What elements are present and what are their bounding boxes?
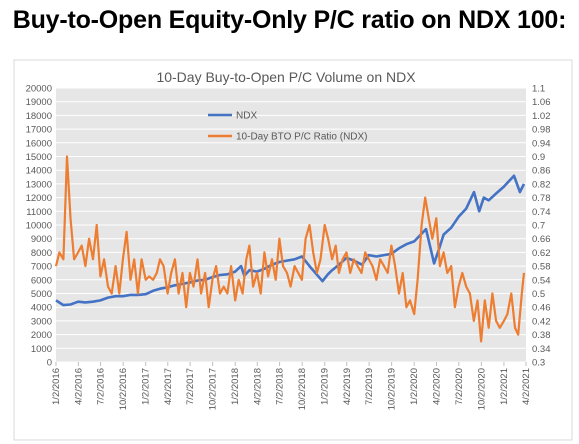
x-tick-label: 4/2/2016: [73, 368, 84, 405]
x-tick-label: 1/2/2017: [141, 368, 152, 405]
y-tick-label: 4000: [31, 303, 52, 314]
x-tick-label: 4/2/2017: [163, 368, 174, 405]
series-line-ndx: [55, 174, 526, 307]
y2-tick-label: 0.98: [532, 125, 551, 136]
y2-tick-label: 0.9: [532, 152, 545, 163]
legend: NDX 10-Day BTO P/C Ratio (NDX): [208, 111, 368, 143]
legend-label: 10-Day BTO P/C Ratio (NDX): [236, 132, 368, 143]
x-tick-label: 4/2/2018: [252, 368, 263, 405]
y-tick-label: 7000: [31, 262, 52, 273]
y2-tick-label: 1.1: [532, 84, 545, 95]
y2-tick-label: 0.38: [532, 330, 551, 341]
y2-tick-label: 0.34: [532, 344, 551, 355]
y2-tick-label: 1.06: [532, 97, 551, 108]
y-tick-label: 6000: [31, 275, 52, 286]
y-tick-label: 18000: [26, 111, 52, 122]
y2-tick-label: 0.42: [532, 316, 551, 327]
x-tick-label: 1/2/2018: [230, 368, 241, 405]
y-tick-label: 3000: [31, 316, 52, 327]
y2-tick-label: 0.54: [532, 275, 551, 286]
page-title: Buy-to-Open Equity-Only P/C ratio on NDX…: [12, 6, 567, 34]
x-tick-label: 7/2/2016: [96, 368, 107, 405]
y-tick-label: 11000: [26, 207, 52, 218]
series-line-bto-pc-ratio: [54, 155, 526, 343]
y-tick-label: 9000: [31, 234, 52, 245]
y-tick-label: 16000: [26, 138, 52, 149]
x-tick-label: 1/2/2019: [320, 368, 331, 405]
x-tick-label: 4/2/2019: [342, 368, 353, 405]
legend-label: NDX: [236, 111, 257, 122]
x-tick-label: 10/2/2020: [476, 368, 487, 410]
series-group: [54, 155, 526, 343]
x-tick-label: 10/2/2018: [297, 368, 308, 410]
y-tick-label: 20000: [26, 84, 52, 95]
y-axis-right: 0.3 0.34 0.38 0.42 0.46 0.5 0.54 0.58 0.62 0.66 0.…: [532, 84, 551, 369]
y-axis-left: 0 1000 2000 3000 4000 5000 6000 7000 8000 9000 100…: [26, 84, 52, 369]
x-axis: 1/2/2016 4/2/2016 7/2/2016 10/2/2016 1/2/201…: [51, 362, 532, 410]
x-tick-label: 10/2/2019: [387, 368, 398, 410]
y-tick-label: 13000: [26, 179, 52, 190]
y2-tick-label: 0.7: [532, 221, 545, 232]
x-tick-label: 7/2/2020: [454, 368, 465, 405]
x-tick-label: 10/2/2016: [118, 368, 129, 410]
y2-tick-label: 0.86: [532, 166, 551, 177]
x-tick-label: 1/2/2021: [499, 368, 510, 405]
y-tick-label: 10000: [26, 221, 52, 232]
y2-tick-label: 1.02: [532, 111, 551, 122]
y-tick-label: 8000: [31, 248, 52, 259]
y2-tick-label: 0.58: [532, 262, 551, 273]
y-tick-label: 14000: [26, 166, 52, 177]
x-tick-label: 4/2/2021: [521, 368, 532, 405]
x-tick-label: 7/2/2017: [185, 368, 196, 405]
x-tick-label: 7/2/2018: [275, 368, 286, 405]
y2-tick-label: 0.74: [532, 207, 551, 218]
y2-tick-label: 0.46: [532, 303, 551, 314]
y2-tick-label: 0.62: [532, 248, 551, 259]
x-tick-label: 4/2/2020: [432, 368, 443, 405]
x-tick-label: 1/2/2020: [409, 368, 420, 405]
x-tick-label: 10/2/2017: [208, 368, 219, 410]
y-tick-label: 0: [47, 358, 52, 369]
y2-tick-label: 0.94: [532, 138, 551, 149]
y2-tick-label: 0.66: [532, 234, 551, 245]
y-tick-label: 2000: [31, 330, 52, 341]
x-tick-label: 7/2/2019: [364, 368, 375, 405]
gridlines: [56, 87, 526, 363]
y2-tick-label: 0.78: [532, 193, 551, 204]
y-tick-label: 12000: [26, 193, 52, 204]
y-tick-label: 17000: [26, 125, 52, 136]
y2-tick-label: 0.5: [532, 289, 545, 300]
y-tick-label: 15000: [26, 152, 52, 163]
y2-tick-label: 0.82: [532, 179, 551, 190]
y-tick-label: 1000: [31, 344, 52, 355]
y-tick-label: 5000: [31, 289, 52, 300]
y2-tick-label: 0.3: [532, 358, 545, 369]
chart-title: 10-Day Buy-to-Open P/C Volume on NDX: [156, 69, 416, 85]
x-tick-label: 1/2/2016: [51, 368, 62, 405]
y-tick-label: 19000: [26, 97, 52, 108]
